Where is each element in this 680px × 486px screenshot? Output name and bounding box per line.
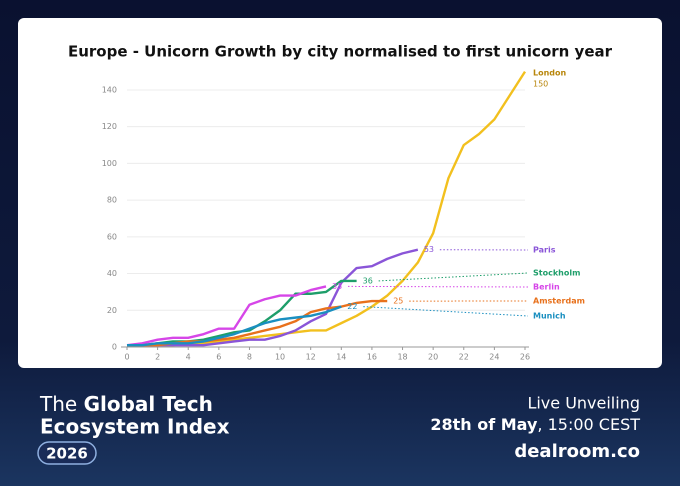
- x-tick-label: 12: [306, 353, 316, 362]
- y-tick-label: 80: [107, 196, 117, 205]
- x-tick-label: 22: [459, 353, 469, 362]
- y-tick-label: 100: [102, 159, 117, 168]
- value-label: 33: [332, 282, 342, 291]
- chart-card: [18, 18, 662, 368]
- footer-title-line2: Ecosystem Index: [40, 415, 230, 439]
- y-tick-label: 140: [102, 85, 117, 94]
- series-line: [127, 248, 419, 347]
- series-name: Munich: [533, 312, 566, 321]
- series-name: Stockholm: [533, 269, 580, 278]
- leader-line: [363, 306, 529, 317]
- y-tick-label: 120: [102, 122, 117, 131]
- y-tick-label: 60: [107, 232, 117, 241]
- x-tick-label: 10: [275, 353, 285, 362]
- year: 2026: [46, 445, 88, 463]
- series-name: Berlin: [533, 283, 560, 292]
- x-tick-label: 16: [367, 353, 377, 362]
- footer-title: The Global Tech: [39, 392, 213, 416]
- year-pill: [37, 441, 97, 465]
- x-tick-label: 6: [216, 353, 221, 362]
- y-tick-label: 20: [107, 306, 117, 315]
- x-tick-label: 14: [336, 353, 346, 362]
- footer-title-bold: Global Tech: [84, 392, 213, 416]
- x-tick-label: 20: [428, 353, 438, 362]
- y-tick-label: 40: [107, 269, 117, 278]
- x-tick-label: 8: [247, 353, 252, 362]
- series-line: [127, 305, 342, 347]
- series-name: Amsterdam: [533, 297, 585, 306]
- x-tick-label: 18: [397, 353, 407, 362]
- x-tick-label: 0: [124, 353, 129, 362]
- date-rest: , 15:00 CEST: [537, 415, 640, 434]
- value-label: 150: [533, 80, 548, 89]
- x-tick-label: 26: [520, 353, 530, 362]
- footer-title-plain: The: [39, 392, 84, 416]
- event-date: 28th of May, 15:00 CEST: [430, 415, 640, 434]
- value-label: 36: [363, 276, 373, 285]
- series-line: [126, 285, 327, 347]
- date-bold: 28th of May: [430, 415, 538, 434]
- y-tick-label: 0: [112, 343, 117, 352]
- x-tick-label: 2: [155, 353, 160, 362]
- x-tick-label: 4: [186, 353, 191, 362]
- value-label: 25: [393, 297, 403, 306]
- value-label: 53: [424, 245, 434, 254]
- brand: dealroom.co: [514, 441, 640, 462]
- series-name: London: [533, 69, 567, 78]
- x-tick-label: 24: [489, 353, 499, 362]
- event: Live Unveiling: [527, 394, 640, 413]
- leader-line: [378, 272, 529, 282]
- series-name: Paris: [533, 246, 556, 255]
- chart-title: Europe - Unicorn Growth by city normalis…: [68, 43, 613, 61]
- value-label: 22: [347, 302, 357, 311]
